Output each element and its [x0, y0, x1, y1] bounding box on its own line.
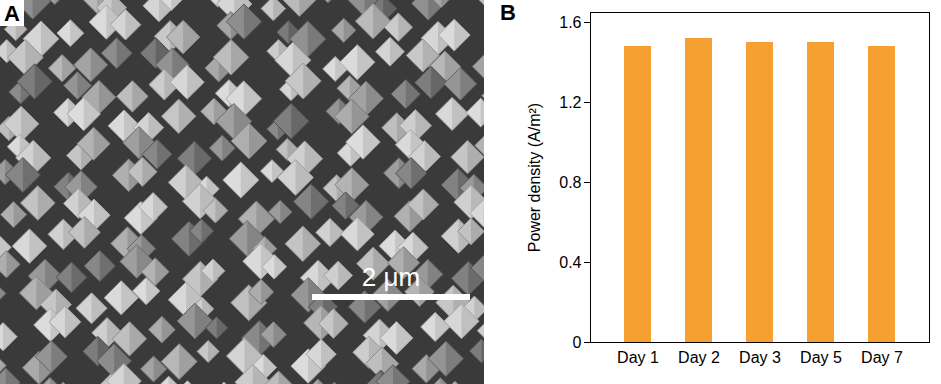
svg-text:1.6: 1.6: [559, 14, 581, 31]
svg-text:Day 7: Day 7: [861, 349, 903, 366]
svg-text:0.8: 0.8: [559, 174, 581, 191]
html-text:B: B: [500, 0, 516, 25]
svg-text:0: 0: [573, 334, 582, 351]
svg-text:Day 1: Day 1: [617, 349, 659, 366]
svg-text:Day 3: Day 3: [739, 349, 781, 366]
svg-text:1.2: 1.2: [559, 94, 581, 111]
svg-text:Day 2: Day 2: [678, 349, 720, 366]
svg-text:Day 5: Day 5: [800, 349, 842, 366]
svg-text:0.4: 0.4: [559, 254, 581, 271]
svg-text:Power density (A/m²): Power density (A/m²): [526, 103, 543, 252]
svg-text:A: A: [4, 1, 20, 26]
svg-text:2 μm: 2 μm: [362, 262, 420, 292]
